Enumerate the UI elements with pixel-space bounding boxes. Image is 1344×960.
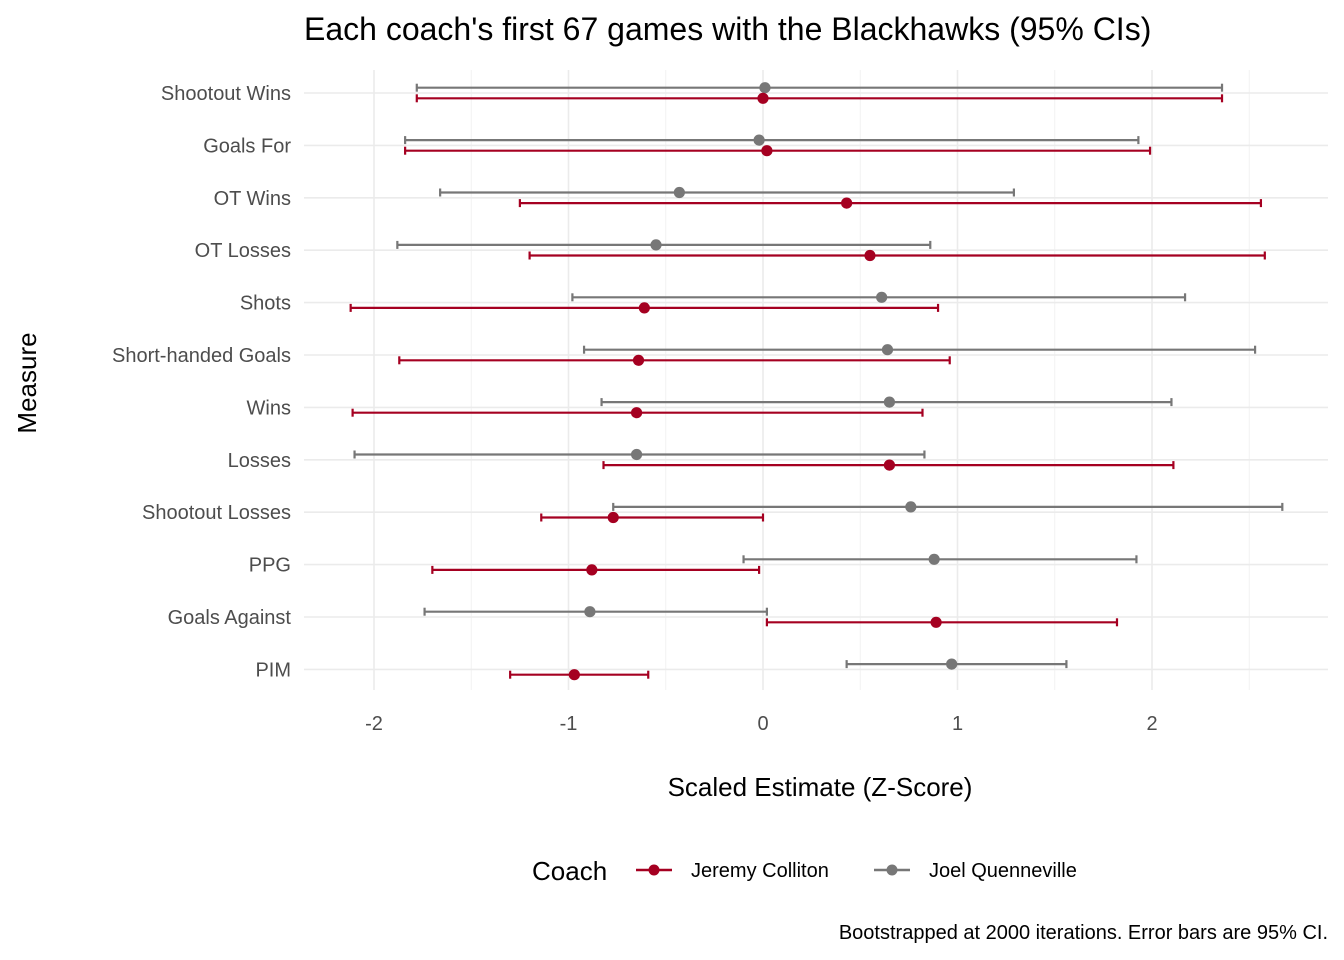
error-bar-jeremy-colliton-ot-losses bbox=[528, 251, 1266, 260]
x-tick-labels: -2 -1 0 1 2 bbox=[365, 713, 1157, 735]
x-axis-title: Scaled Estimate (Z-Score) bbox=[668, 772, 973, 802]
legend: Coach Jeremy Colliton Joel Quenneville bbox=[532, 856, 1077, 886]
x-tick-label: 0 bbox=[757, 713, 768, 735]
error-bar-jeremy-colliton-shootout-wins bbox=[415, 94, 1224, 103]
point-joel-quenneville-ot-wins bbox=[673, 186, 685, 199]
x-tick-label: 2 bbox=[1146, 713, 1157, 735]
legend-key-point bbox=[886, 864, 898, 876]
point-jeremy-colliton-wins bbox=[630, 407, 643, 419]
point-jeremy-colliton-shots bbox=[638, 302, 650, 314]
y-axis-title: Measure bbox=[12, 332, 42, 433]
point-jeremy-colliton-goals-against bbox=[930, 616, 942, 628]
legend-item-joel-quenneville: Joel Quenneville bbox=[874, 860, 1077, 882]
legend-label-jeremy-colliton: Jeremy Colliton bbox=[691, 860, 829, 882]
point-jeremy-colliton-short-handed-goals bbox=[632, 354, 645, 366]
point-jeremy-colliton-ppg bbox=[586, 564, 598, 576]
error-bar-jeremy-colliton-shootout-losses bbox=[540, 513, 765, 522]
error-bar-jeremy-colliton-goals-against bbox=[765, 618, 1119, 627]
y-tick-label-goals-for: Goals For bbox=[203, 135, 291, 157]
error-bar-jeremy-colliton-ot-wins bbox=[518, 199, 1263, 208]
point-joel-quenneville-ot-losses bbox=[650, 239, 662, 251]
series-jeremy-colliton bbox=[349, 92, 1266, 681]
point-jeremy-colliton-losses bbox=[883, 459, 896, 471]
error-bar-joel-quenneville-shootout-wins bbox=[415, 83, 1224, 92]
y-tick-label-ot-losses: OT Losses bbox=[195, 240, 291, 262]
point-joel-quenneville-short-handed-goals bbox=[881, 344, 894, 356]
point-jeremy-colliton-goals-for bbox=[761, 145, 773, 157]
error-bar-joel-quenneville-ot-wins bbox=[439, 188, 1016, 197]
point-jeremy-colliton-pim bbox=[568, 669, 580, 681]
y-tick-label-losses: Losses bbox=[228, 450, 291, 472]
y-tick-label-pim: PIM bbox=[255, 659, 291, 681]
y-tick-label-ot-wins: OT Wins bbox=[214, 188, 291, 210]
error-bar-joel-quenneville-short-handed-goals bbox=[582, 345, 1257, 354]
legend-label-joel-quenneville: Joel Quenneville bbox=[929, 860, 1077, 882]
error-bar-joel-quenneville-goals-for bbox=[404, 136, 1140, 145]
error-bar-jeremy-colliton-goals-for bbox=[404, 146, 1152, 155]
error-bar-joel-quenneville-ot-losses bbox=[396, 240, 932, 249]
legend-item-jeremy-colliton: Jeremy Colliton bbox=[636, 860, 829, 882]
point-jeremy-colliton-shootout-losses bbox=[607, 511, 619, 524]
y-tick-label-shootout-losses: Shootout Losses bbox=[142, 502, 291, 524]
y-tick-label-shootout-wins: Shootout Wins bbox=[161, 83, 291, 105]
x-tick-label: 1 bbox=[952, 713, 963, 735]
error-bar-joel-quenneville-shootout-losses bbox=[612, 502, 1284, 511]
y-tick-label-wins: Wins bbox=[247, 397, 291, 419]
point-joel-quenneville-losses bbox=[630, 448, 643, 461]
y-tick-label-ppg: PPG bbox=[249, 555, 291, 577]
chart-marks bbox=[349, 82, 1284, 681]
error-bar-joel-quenneville-goals-against bbox=[423, 607, 768, 616]
y-tick-label-goals-against: Goals Against bbox=[168, 607, 292, 629]
x-tick-label: -1 bbox=[560, 713, 578, 735]
point-jeremy-colliton-ot-losses bbox=[864, 249, 876, 262]
point-jeremy-colliton-ot-wins bbox=[841, 197, 853, 209]
legend-key-point bbox=[648, 864, 660, 876]
chart-title: Each coach's first 67 games with the Bla… bbox=[304, 11, 1151, 47]
x-tick-label: -2 bbox=[365, 713, 383, 735]
y-tick-label-shots: Shots bbox=[240, 293, 291, 315]
error-bar-jeremy-colliton-short-handed-goals bbox=[398, 356, 951, 365]
caption: Bootstrapped at 2000 iterations. Error b… bbox=[839, 922, 1328, 944]
grid bbox=[304, 70, 1328, 690]
point-joel-quenneville-shots bbox=[876, 291, 888, 303]
point-joel-quenneville-shootout-losses bbox=[905, 501, 917, 513]
series-joel-quenneville bbox=[353, 82, 1284, 670]
error-bar-joel-quenneville-ppg bbox=[742, 555, 1138, 564]
point-joel-quenneville-pim bbox=[946, 658, 958, 670]
point-joel-quenneville-shootout-wins bbox=[759, 82, 771, 94]
point-joel-quenneville-ppg bbox=[928, 553, 940, 565]
y-tick-label-short-handed-goals: Short-handed Goals bbox=[112, 345, 291, 367]
point-jeremy-colliton-shootout-wins bbox=[757, 92, 769, 104]
legend-title: Coach bbox=[532, 856, 607, 886]
point-joel-quenneville-goals-against bbox=[584, 606, 596, 618]
point-joel-quenneville-wins bbox=[883, 396, 896, 408]
point-joel-quenneville-goals-for bbox=[753, 134, 765, 146]
y-tick-labels: Shootout Wins Goals For OT Wins OT Losses Sh… bbox=[112, 83, 291, 681]
